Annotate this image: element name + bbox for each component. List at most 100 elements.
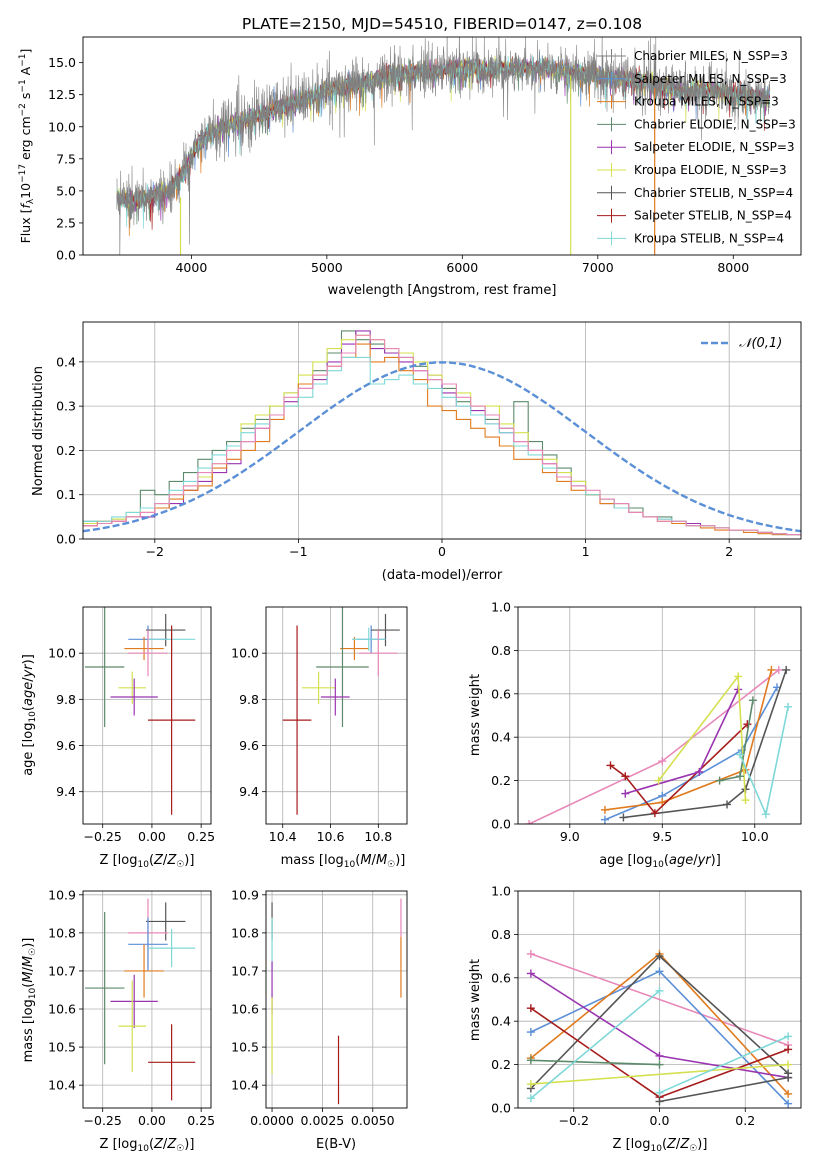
legend-label: Chabrier STELIB, N_SSP=4 [634, 186, 793, 200]
y-tick-label: 10.0 [231, 646, 259, 661]
weight-point-marker [734, 672, 743, 681]
weight-vs-z-plot: −0.2 0.0 0.2 0.0 0.2 0.4 0.6 0.8 1.0 [491, 884, 802, 1128]
weight-point-marker [621, 789, 630, 798]
errorbar-point [124, 637, 164, 661]
y-tick-label: 10.4 [48, 1078, 76, 1093]
x-tick-label: 10.6 [317, 829, 345, 844]
x-tick-label: 0 [438, 544, 446, 559]
errorbar-point [340, 637, 369, 661]
weight_vs_z-frame [517, 890, 802, 1109]
weight-point-marker [735, 772, 744, 781]
weight-series-line [625, 689, 739, 795]
x-tick-label: 0.25 [187, 1113, 215, 1128]
mass-vs-ebv-plot: 0.0000 0.0025 0.0050 10.4 10.5 10.6 10.7 10.8 10… [231, 887, 408, 1128]
residuals-legend: 𝒩(0,1) [701, 336, 782, 351]
x-tick-label: 0.0 [650, 1113, 670, 1128]
age_vs_mass-frame [265, 606, 408, 825]
age_vs_z-marks [84, 607, 196, 815]
weight-point-marker [600, 805, 609, 814]
y-tick-label: 10.7 [231, 963, 259, 978]
x-tick-label: 10.8 [364, 829, 392, 844]
y-tick-label: 15.0 [48, 55, 76, 70]
mass_vs_z-marks [84, 898, 196, 1101]
age_vs_z-grid [83, 607, 211, 824]
weight_vs_z-marks [526, 949, 793, 1108]
weight-point-marker [658, 757, 667, 766]
weight-series-line [659, 1076, 789, 1103]
x-tick-label: 0.0025 [301, 1113, 345, 1128]
age_vs_mass-marks [282, 607, 400, 815]
weight-point-marker [621, 772, 630, 781]
spectrum-plot: 4000 5000 6000 7000 8000 0.0 2.5 5.0 7.5 10.0 12.5… [48, 36, 802, 275]
weight-point-marker [526, 1028, 535, 1037]
weight-point-marker [782, 665, 791, 674]
weight-vs-age-xlabel: age [log10(age/yr)] [599, 853, 721, 870]
weight-point-marker [784, 1032, 793, 1041]
y-tick-label: 7.5 [56, 151, 76, 166]
age-vs-z-xlabel: Z [log10(Z/Z☉)] [100, 853, 195, 870]
weight-series-line [623, 669, 787, 819]
spectrum-frame [82, 36, 802, 256]
weight-point-marker [735, 750, 744, 759]
legend-label: Salpeter MILES, N_SSP=3 [634, 72, 787, 86]
y-tick-label: 0.6 [491, 686, 511, 701]
errorbar-point [371, 613, 400, 647]
residuals-grid [83, 322, 801, 540]
y-tick-label: 0.0 [491, 1101, 511, 1116]
y-tick-label: 1.0 [491, 884, 511, 899]
weight-point-marker [525, 820, 534, 824]
age-vs-mass-xlabel: mass [log10(M/M☉)] [281, 853, 406, 870]
histogram-kroupa_stelib [83, 356, 801, 536]
residuals-plot: −2 −1 0 1 2 0.0 0.1 0.2 0.3 0.4 [56, 321, 802, 559]
y-tick-label: 9.8 [56, 692, 76, 707]
y-tick-label: 9.4 [56, 784, 76, 799]
weight-series-line [604, 669, 773, 811]
errorbar-point [110, 974, 158, 1029]
errorbar-point [301, 671, 336, 704]
weight-series-line [530, 1063, 789, 1085]
age-vs-z-plot: −0.25 0.00 0.25 9.4 9.6 9.8 10.0 [48, 606, 215, 844]
spectrum-observed [116, 37, 771, 255]
weight-vs-z-xlabel: Z [log10(Z/Z☉)] [613, 1137, 708, 1154]
y-tick-label: 9.6 [56, 738, 76, 753]
legend-label: Chabrier MILES, N_SSP=3 [634, 49, 788, 63]
weight-series-line [530, 1059, 660, 1066]
weight-point-marker [654, 776, 663, 785]
errorbar-point [84, 911, 125, 1065]
mass_vs_z-frame [82, 890, 212, 1109]
legend-label: Chabrier ELODIE, N_SSP=3 [634, 117, 796, 131]
age-vs-mass-plot: 10.4 10.6 10.8 9.4 9.6 9.8 10.0 [231, 606, 408, 844]
y-tick-label: 10.8 [48, 925, 76, 940]
x-tick-label: 9.5 [652, 829, 672, 844]
spectrum-ylabel: Flux [fλ10−17 erg cm−2 s−1 A−1] [18, 49, 36, 244]
weight-point-marker [655, 967, 664, 976]
y-tick-label: 9.6 [239, 738, 259, 753]
y-tick-label: 0.2 [56, 443, 76, 458]
x-tick-label: 0.00 [138, 1113, 166, 1128]
residuals-ylabel: Normed distribution [31, 366, 46, 496]
x-tick-label: 7000 [582, 260, 614, 275]
weight-point-marker [784, 1073, 793, 1082]
y-tick-label: 10.6 [231, 1002, 259, 1017]
weight-series-line [530, 990, 661, 1099]
weight-point-marker [600, 815, 609, 824]
errorbar-point [147, 929, 196, 968]
x-tick-label: 0.0050 [351, 1113, 395, 1128]
weight-point-marker [655, 1051, 664, 1060]
errorbar-point [118, 980, 147, 1072]
residuals-xlabel: (data-model)/error [382, 568, 503, 583]
x-tick-label: −1 [289, 544, 307, 559]
weight-point-marker [767, 665, 776, 674]
weight-point-marker [748, 696, 757, 705]
weight-point-marker [606, 761, 615, 770]
y-tick-label: 10.5 [231, 1040, 259, 1055]
x-tick-label: 0.00 [138, 829, 166, 844]
x-tick-label: −0.25 [84, 1113, 122, 1128]
x-tick-label: 6000 [446, 260, 478, 275]
weight-vs-age-plot: 9.0 9.5 10.0 0.0 0.2 0.4 0.6 0.8 1.0 [491, 600, 802, 844]
y-tick-label: 10.6 [48, 1002, 76, 1017]
y-tick-label: 1.0 [491, 600, 511, 615]
legend-label: Kroupa STELIB, N_SSP=4 [634, 231, 784, 245]
errorbar-point [320, 678, 350, 716]
errorbar-point [359, 630, 398, 677]
